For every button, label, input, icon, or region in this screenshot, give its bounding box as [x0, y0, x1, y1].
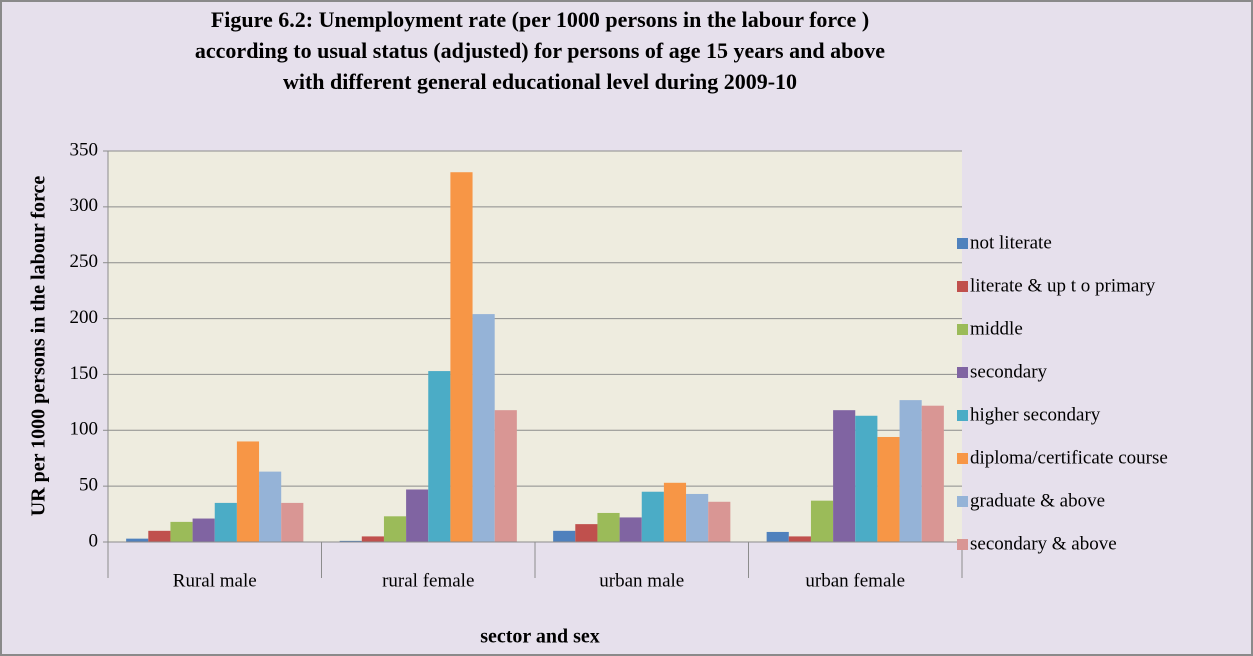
bar	[281, 502, 304, 542]
bar	[766, 531, 789, 542]
y-tick-label: 100	[70, 419, 99, 440]
bar	[899, 400, 922, 542]
bar	[575, 524, 598, 542]
chart-title: according to usual status (adjusted) for…	[195, 38, 885, 63]
legend-label: secondary	[970, 361, 1048, 382]
legend-label: middle	[970, 318, 1023, 339]
legend-marker	[957, 281, 968, 292]
bar	[641, 491, 664, 542]
bar	[708, 501, 731, 542]
bar	[126, 538, 149, 542]
legend-label: higher secondary	[970, 404, 1101, 425]
bar	[686, 493, 709, 542]
bar	[553, 530, 576, 542]
y-axis-title: UR per 1000 persons in the labour force	[28, 176, 50, 517]
legend-label: not literate	[970, 232, 1052, 253]
x-tick-label: urban male	[599, 570, 684, 591]
y-tick-label: 300	[70, 195, 99, 216]
bar	[663, 482, 687, 542]
legend-label: diploma/certificate course	[970, 447, 1168, 468]
x-tick-label: rural female	[382, 570, 474, 591]
bar	[450, 172, 473, 542]
bar	[472, 314, 495, 542]
bar	[833, 410, 856, 542]
y-tick-label: 0	[89, 530, 99, 551]
x-axis-title: sector and sex	[480, 626, 600, 648]
bar	[148, 530, 171, 542]
bar	[877, 436, 900, 542]
legend-marker	[957, 539, 968, 550]
legend-marker	[957, 367, 968, 378]
bar	[855, 415, 878, 542]
legend-label: literate & up t o primary	[970, 275, 1156, 296]
legend-marker	[957, 453, 968, 464]
legend-marker	[957, 496, 968, 507]
bar	[428, 371, 451, 542]
bar	[339, 540, 362, 542]
bar	[383, 516, 407, 542]
y-tick-label: 200	[70, 307, 99, 328]
legend-label: graduate & above	[970, 490, 1105, 511]
bar	[619, 517, 642, 542]
chart-title: Figure 6.2: Unemployment rate (per 1000 …	[211, 7, 869, 32]
bar	[236, 441, 260, 542]
chart-title: with different general educational level…	[283, 69, 797, 94]
bar	[810, 500, 834, 542]
y-tick-label: 50	[79, 475, 98, 496]
bar	[214, 502, 237, 542]
bar	[494, 410, 517, 542]
bar	[192, 518, 215, 542]
bar	[170, 521, 193, 542]
bar	[361, 536, 384, 542]
bar	[259, 471, 282, 542]
legend-label: secondary & above	[970, 533, 1117, 554]
bar	[406, 489, 429, 542]
y-tick-label: 350	[70, 139, 99, 160]
legend-marker	[957, 410, 968, 421]
y-tick-label: 250	[70, 251, 99, 272]
legend-marker	[957, 324, 968, 335]
x-tick-label: Rural male	[173, 570, 257, 591]
y-tick-label: 150	[70, 363, 99, 384]
x-tick-label: urban female	[805, 570, 905, 591]
bar	[788, 536, 811, 542]
bar	[597, 512, 620, 542]
bar	[921, 405, 944, 542]
legend-marker	[957, 238, 968, 249]
